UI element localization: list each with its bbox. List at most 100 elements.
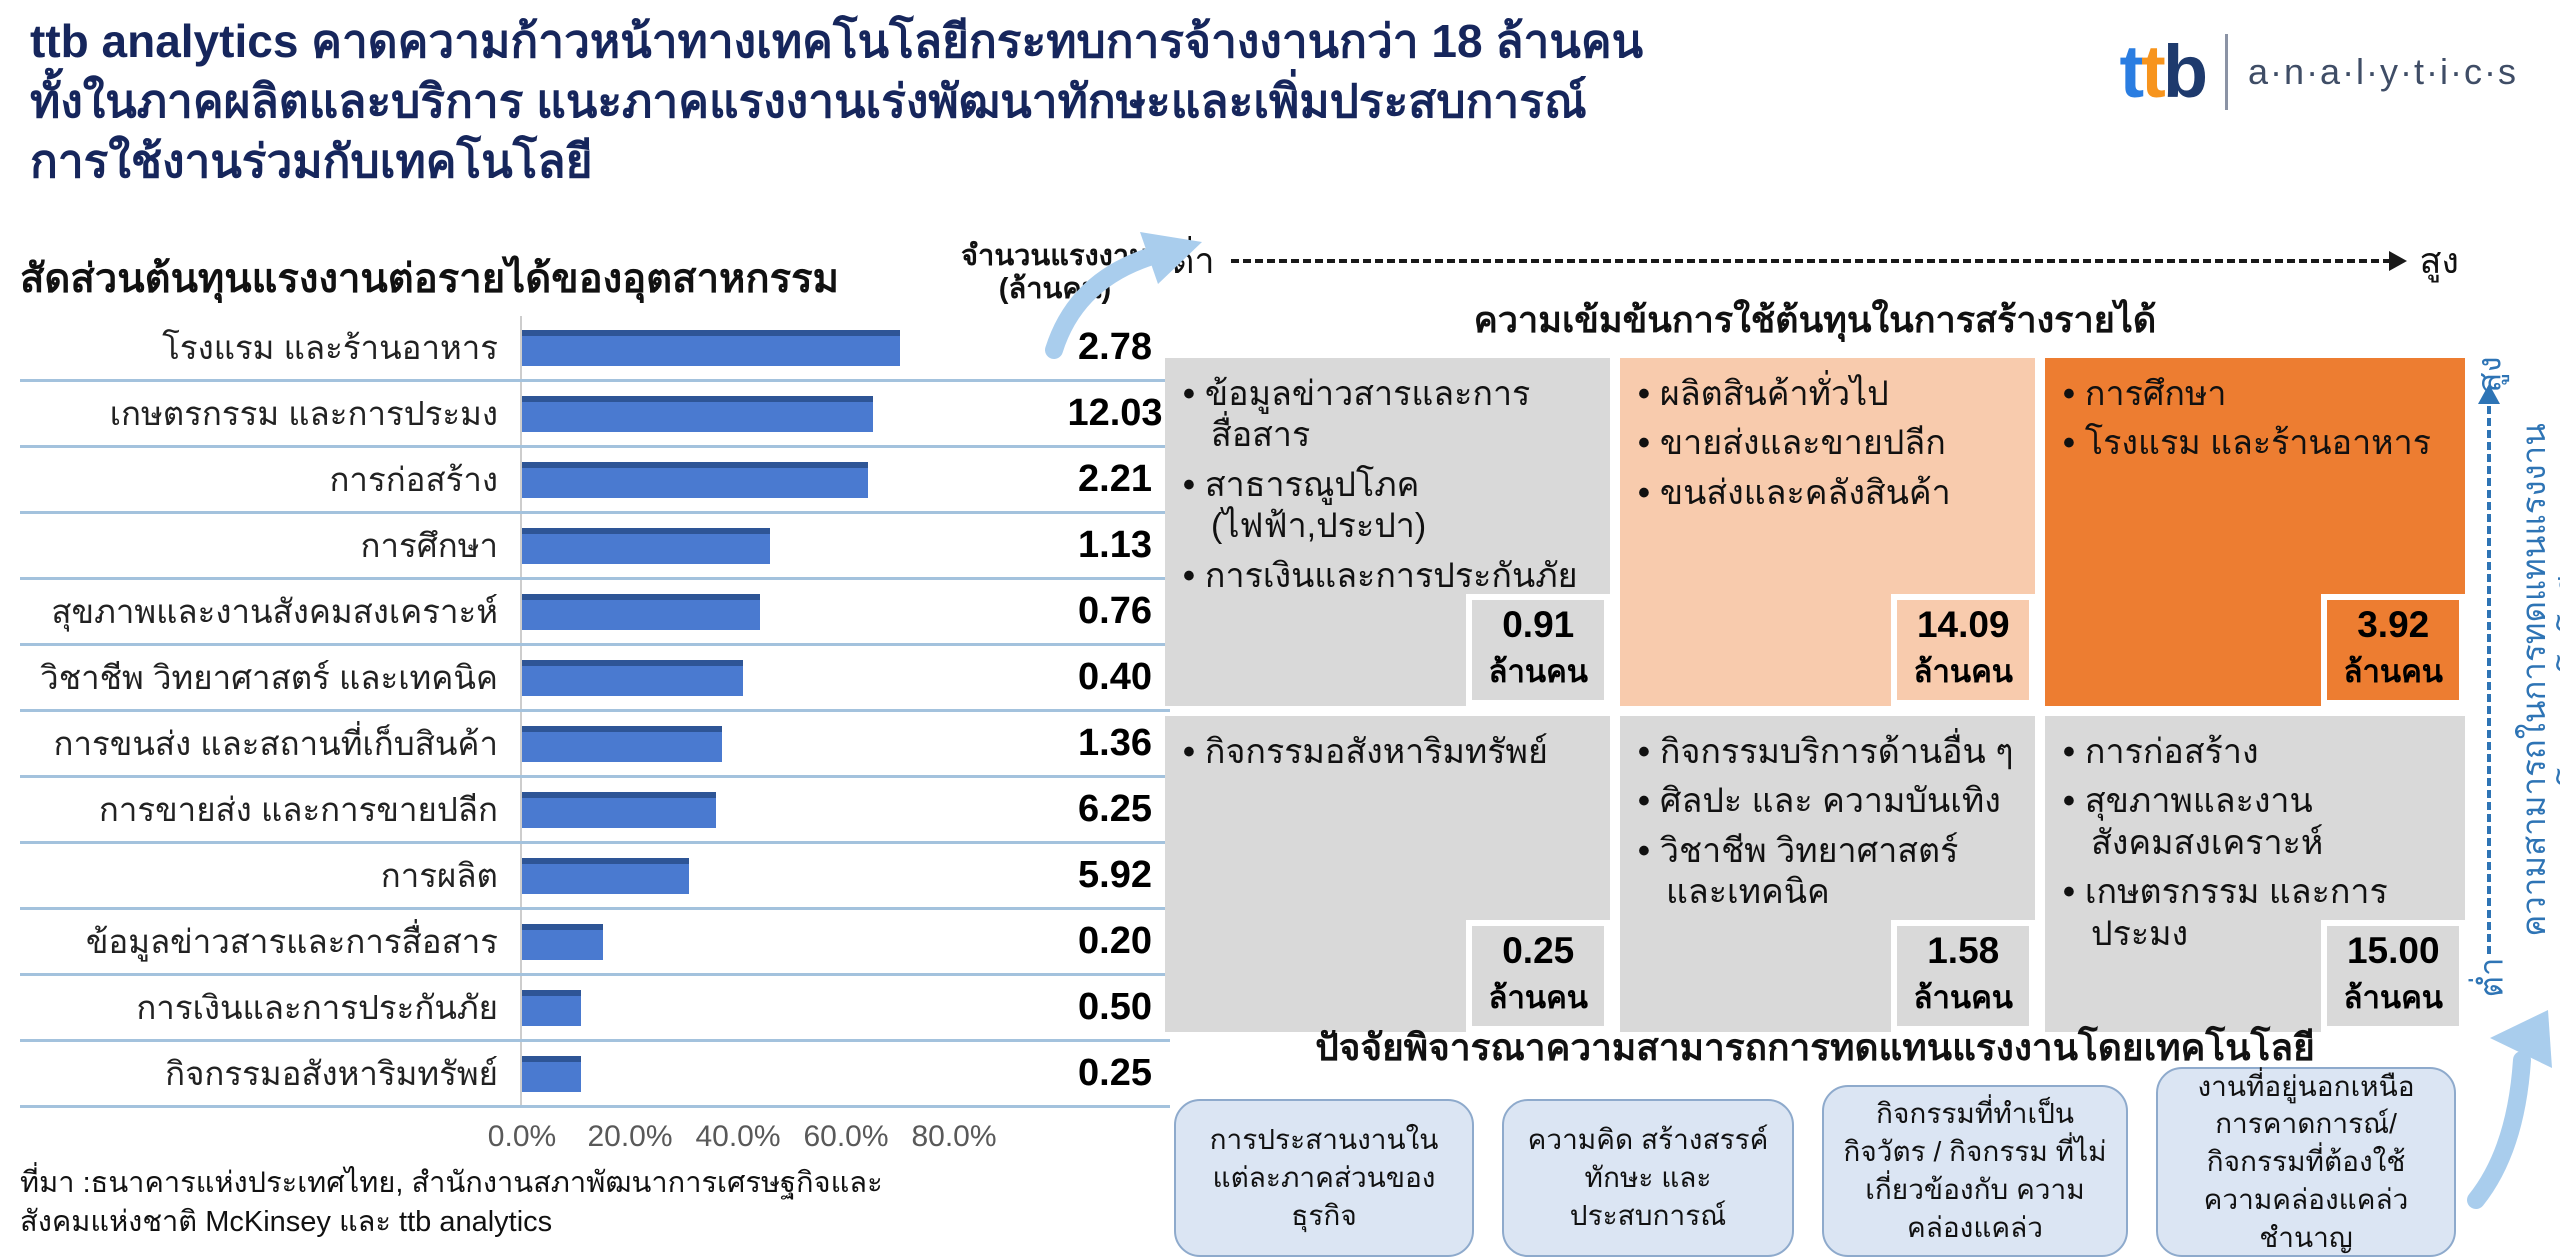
page-title-line-2: ทั้งในภาคผลิตและบริการ แนะภาคแรงงานเร่งพ… [30,74,1587,127]
zero-axis-line [520,316,522,1108]
industry-item: การก่อสร้าง [2063,732,2447,773]
bar-label: ข้อมูลข่าวสารและการสื่อสาร [85,923,498,960]
bar-row-health: สุขภาพและงานสังคมสงเคราะห์ 0.76 [20,580,1170,646]
bar [522,791,717,828]
y-axis-title-line2: โดยเทคโนโลยี [2556,574,2560,786]
bar-label: กิจกรรมอสังหาริมทรัพย์ [165,1055,498,1092]
bar-track [520,448,1060,511]
bar-track [520,910,1060,973]
bar-track [520,646,1060,709]
bar-track [520,976,1060,1039]
bar-track [520,844,1060,907]
bar-value: 0.20 [1078,920,1152,962]
chart-title: สัดส่วนต้นทุนแรงงานต่อรายได้ของอุตสาหกรร… [20,257,839,301]
matrix-cell-top-right: การศึกษา โรงแรม และร้านอาหาร 3.92 ล้านคน [2045,358,2465,706]
cell-value-box: 14.09 ล้านคน [1891,594,2035,706]
bar-row-manufacturing: การผลิต 5.92 [20,844,1170,910]
bar-value: 0.76 [1078,590,1152,632]
cell-value: 1.58 [1927,930,2000,971]
industry-item: ขายส่งและขายปลีก [1638,423,2017,464]
bar-label: การผลิต [380,857,498,894]
cell-value: 14.09 [1916,604,2010,645]
x-tick-60: 60.0% [803,1120,889,1153]
cell-unit: ล้านคน [1913,980,2013,1015]
source-line1: ที่มา :ธนาคารแห่งประเทศไทย, สำนักงานสภาพ… [20,1167,883,1199]
factor-box-unpredictable: งานที่อยู่นอกเหนือ การคาดการณ์/ กิจกรรมท… [2156,1067,2456,1257]
logo-letter-b-navy: b [2162,30,2208,113]
ttb-logo-mark: ttb [2120,35,2209,109]
x-tick-20: 20.0% [587,1120,673,1153]
cell-unit: ล้านคน [2343,654,2443,689]
bar-row-construction: การก่อสร้าง 2.21 [20,448,1170,514]
bar-label: การศึกษา [360,527,498,564]
x-tick-0: 0.0% [487,1120,557,1153]
x-axis-dashed-arrow [1230,250,2408,271]
matrix-y-axis-arrow: สูง ต่ำ [2471,348,2510,1008]
bar-rows: โรงแรม และร้านอาหาร 2.78 เกษตรกรรม และกา… [20,316,1170,1108]
cell-value: 0.91 [1502,604,1575,645]
industry-item: วิชาชีพ วิทยาศาสตร์ และเทคนิค [1638,831,2017,914]
industry-item: กิจกรรมบริการด้านอื่น ๆ [1638,732,2017,773]
bar-track [520,514,1060,577]
page-title-line-3: การใช้งานร่วมกับเทคโนโลยี [30,134,593,187]
bar-value: 12.03 [1067,392,1163,434]
bar [522,527,771,564]
bar-row-transport: การขนส่ง และสถานที่เก็บสินค้า 1.36 [20,712,1170,778]
bar-value: 2.21 [1078,458,1152,500]
bar [522,725,722,762]
bar-label: เกษตรกรรม และการประมง [109,395,498,432]
bar [522,989,582,1026]
arrowhead-up-icon [2478,384,2500,404]
cell-value-box: 15.00 ล้านคน [2321,920,2465,1032]
labor-cost-bar-chart: สัดส่วนต้นทุนแรงงานต่อรายได้ของอุตสาหกรร… [20,240,1170,1242]
industry-item: สุขภาพและงานสังคมสงเคราะห์ [2063,781,2447,864]
bar-row-hotels: โรงแรม และร้านอาหาร 2.78 [20,316,1170,382]
value-header-line1: จำนวนแรงงาน [961,240,1149,272]
y-axis-low-label: ต่ำ [2472,957,2510,998]
x-axis-high-label: สูง [2419,240,2459,281]
source-note: ที่มา :ธนาคารแห่งประเทศไทย, สำนักงานสภาพ… [20,1164,1170,1242]
cell-value-box: 0.25 ล้านคน [1466,920,1610,1032]
cell-industry-list: ผลิตสินค้าทั่วไป ขายส่งและขายปลีก ขนส่งแ… [1638,374,2017,514]
factors-title: ปัจจัยพิจารณาความสามารถการทดแทนแรงงานโดย… [1315,1027,2315,1068]
industry-item: เกษตรกรรม และการประมง [2063,872,2447,955]
bar-row-information: ข้อมูลข่าวสารและการสื่อสาร 0.20 [20,910,1170,976]
bar-value: 1.13 [1078,524,1152,566]
industry-item: กิจกรรมอสังหาริมทรัพย์ [1183,732,1592,773]
bar [522,593,760,630]
x-axis-ticks: 0.0% 20.0% 40.0% 60.0% 80.0% [20,1108,1170,1160]
bar [522,923,603,960]
bar-value: 0.25 [1078,1052,1152,1094]
value-column-header: จำนวนแรงงาน (ล้านคน) [940,240,1170,307]
bar-track [520,778,1060,841]
bar-value: 0.50 [1078,986,1152,1028]
cell-value-box: 3.92 ล้านคน [2321,594,2465,706]
bar-track [520,316,1060,379]
bar-label: การขายส่ง และการขายปลีก [98,791,498,828]
logo-analytics-text: a·n·a·l·y·t·i·c·s [2248,51,2518,92]
matrix-cell-bottom-right: การก่อสร้าง สุขภาพและงานสังคมสงเคราะห์ เ… [2045,716,2465,1032]
bar [522,857,690,894]
bar-track [520,382,1060,445]
industry-item: ข้อมูลข่าวสารและการสื่อสาร [1183,374,1592,457]
bar-row-agriculture: เกษตรกรรม และการประมง 12.03 [20,382,1170,448]
bar-row-professional: วิชาชีพ วิทยาศาสตร์ และเทคนิค 0.40 [20,646,1170,712]
industry-item: โรงแรม และร้านอาหาร [2063,423,2447,464]
cell-industry-list: กิจกรรมอสังหาริมทรัพย์ [1183,732,1592,773]
x-tick-80: 80.0% [911,1120,997,1153]
cell-value: 15.00 [2346,930,2440,971]
factor-box-creativity: ความคิด สร้างสรรค์ ทักษะ และประสบการณ์ [1502,1099,1794,1257]
cell-industry-list: การศึกษา โรงแรม และร้านอาหาร [2063,374,2447,465]
bar-value: 6.25 [1078,788,1152,830]
cell-value: 3.92 [2357,604,2430,645]
bar-value: 5.92 [1078,854,1152,896]
value-header-line2: (ล้านคน) [998,273,1112,306]
cell-industry-list: ข้อมูลข่าวสารและการสื่อสาร สาธารณูปโภค (… [1183,374,1592,597]
page-title-line-1: ttb analytics คาดความก้าวหน้าทางเทคโนโลย… [30,15,1644,67]
matrix-grid: ข้อมูลข่าวสารและการสื่อสาร สาธารณูปโภค (… [1165,358,2465,1032]
arrowhead-right-icon [2389,250,2408,271]
cell-industry-list: การก่อสร้าง สุขภาพและงานสังคมสงเคราะห์ เ… [2063,732,2447,955]
bar-value: 0.40 [1078,656,1152,698]
bar-label: การเงินและการประกันภัย [136,989,498,1026]
